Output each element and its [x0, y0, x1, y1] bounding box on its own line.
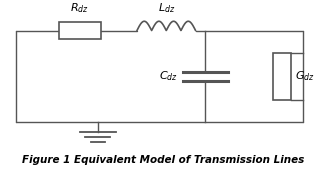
Bar: [59, 22, 101, 39]
Text: $C_{dz}$: $C_{dz}$: [159, 70, 178, 83]
Text: $L_{dz}$: $L_{dz}$: [157, 2, 175, 15]
Bar: [273, 53, 291, 100]
Text: $R_{dz}$: $R_{dz}$: [70, 2, 89, 15]
Text: $G_{dz}$: $G_{dz}$: [295, 70, 315, 83]
Text: Figure 1 Equivalent Model of Transmission Lines: Figure 1 Equivalent Model of Transmissio…: [22, 155, 304, 165]
